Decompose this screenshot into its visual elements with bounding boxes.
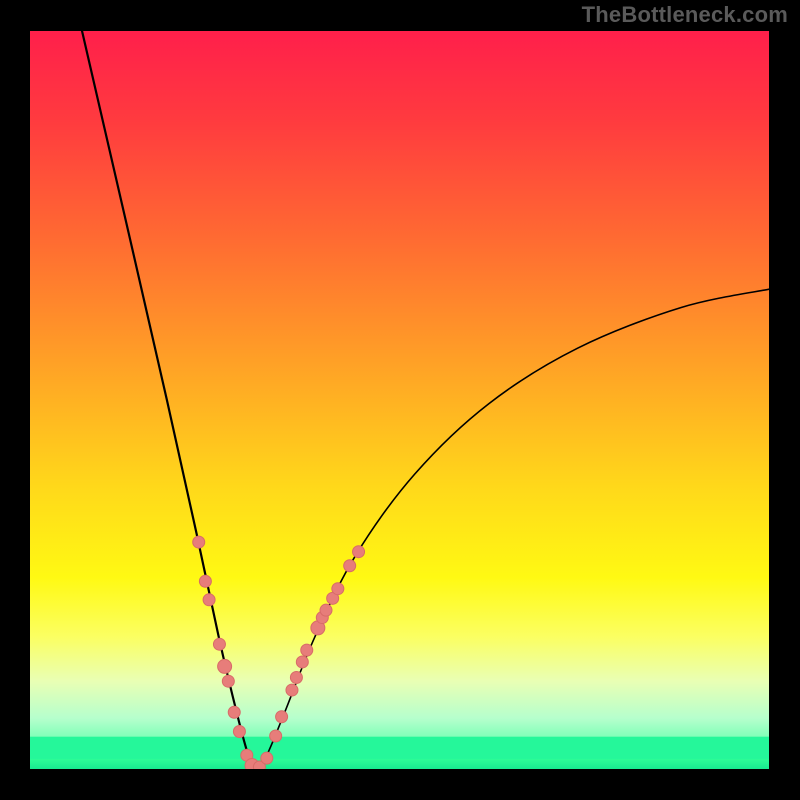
data-marker: [320, 604, 332, 616]
data-marker: [222, 675, 234, 687]
data-marker: [270, 730, 282, 742]
data-marker: [218, 659, 232, 673]
data-marker: [344, 560, 356, 572]
data-marker: [203, 594, 215, 606]
data-marker: [199, 575, 211, 587]
chart-svg: [0, 0, 800, 800]
bottleneck-chart: TheBottleneck.com: [0, 0, 800, 800]
data-marker: [296, 656, 308, 668]
data-marker: [353, 546, 365, 558]
data-marker: [276, 711, 288, 723]
baseline-green-band: [30, 737, 770, 759]
data-marker: [213, 638, 225, 650]
data-marker: [233, 726, 245, 738]
gradient-background: [30, 30, 770, 770]
data-marker: [286, 684, 298, 696]
data-marker: [228, 706, 240, 718]
data-marker: [261, 752, 273, 764]
data-marker: [332, 583, 344, 595]
plot-area: [30, 30, 770, 773]
data-marker: [193, 536, 205, 548]
data-marker: [301, 644, 313, 656]
data-marker: [290, 672, 302, 684]
